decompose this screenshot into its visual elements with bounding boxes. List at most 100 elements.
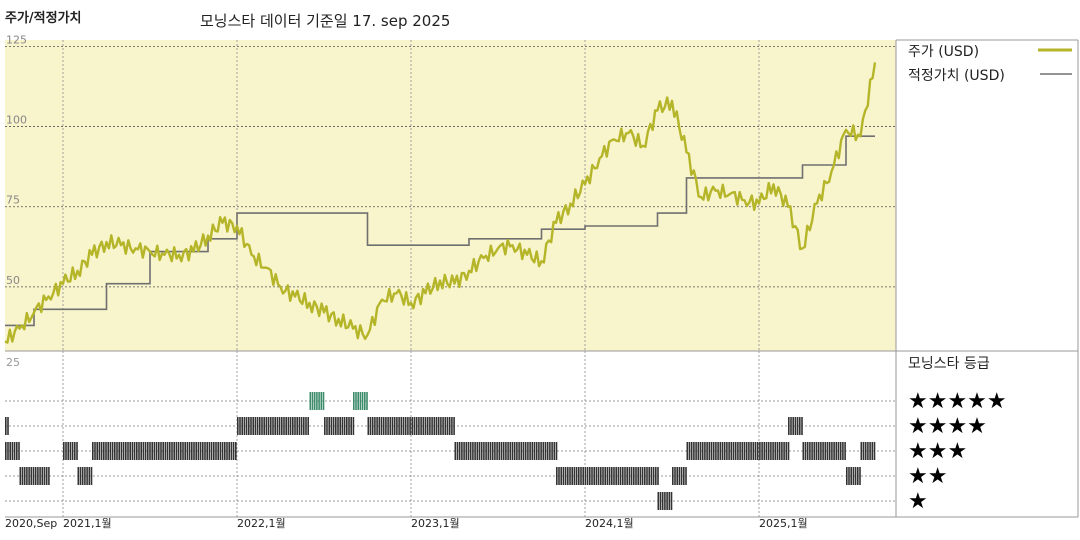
rating-tick: [230, 442, 233, 460]
rating-tick: [274, 417, 276, 435]
rating-tick: [451, 417, 453, 435]
rating-tick: [518, 442, 520, 460]
rating-tick: [254, 417, 257, 435]
rating-tick: [498, 442, 501, 460]
rating-tick: [496, 442, 498, 460]
rating-tick: [79, 467, 82, 485]
rating-tick: [500, 442, 503, 460]
rating-tick: [224, 442, 226, 460]
x-axis-labels: 2020,Sep 2021,1월 2022,1월 2023,1월 2024,1월 2025…: [5, 517, 808, 530]
rating-tick: [287, 417, 290, 435]
rating-tick: [672, 467, 674, 485]
rating-tick: [131, 442, 134, 460]
rating-tick: [783, 442, 785, 460]
rating-tick: [688, 442, 691, 460]
rating-tick: [369, 417, 372, 435]
rating-tick: [259, 417, 261, 435]
rating-tick: [619, 467, 622, 485]
rating-tick: [391, 417, 394, 435]
rating-tick: [120, 442, 123, 460]
rating-tick: [177, 442, 180, 460]
rating-tick: [589, 467, 591, 485]
rating-tick: [456, 442, 459, 460]
rating-segment: [672, 467, 687, 485]
rating-tick: [292, 417, 294, 435]
rating-tick: [670, 492, 673, 510]
rating-tick: [529, 442, 531, 460]
rating-tick: [615, 467, 617, 485]
rating-tick: [820, 442, 822, 460]
rating-segment: [686, 442, 790, 460]
rating-tick: [26, 467, 28, 485]
rating-tick: [584, 467, 587, 485]
rating-tick: [199, 442, 202, 460]
rating-tick: [774, 442, 777, 460]
rating-tick: [265, 417, 268, 435]
x-tick-label: 2020,Sep: [5, 517, 57, 530]
rating-tick: [678, 467, 681, 485]
rating-tick: [385, 417, 387, 435]
rating-tick: [509, 442, 512, 460]
rating-tick: [348, 417, 350, 435]
rating-tick: [699, 442, 702, 460]
rating-segment: [63, 442, 78, 460]
rating-tick: [750, 442, 752, 460]
rating-tick: [611, 467, 613, 485]
rating-tick: [802, 442, 805, 460]
rating-tick: [422, 417, 425, 435]
rating-tick: [366, 392, 368, 410]
rating-tick: [850, 467, 852, 485]
rating-tick: [824, 442, 827, 460]
rating-tick: [346, 417, 348, 435]
rating-tick: [717, 442, 719, 460]
rating-tick: [411, 417, 414, 435]
rating-tick: [343, 417, 346, 435]
rating-tick: [237, 417, 239, 435]
rating-segment: [802, 442, 846, 460]
rating-tick: [538, 442, 540, 460]
rating-tick: [305, 417, 307, 435]
rating-tick: [693, 442, 695, 460]
rating-tick: [704, 442, 706, 460]
rating-tick: [43, 467, 46, 485]
rating-tick: [320, 392, 323, 410]
rating-star-label: ★★★★: [908, 414, 987, 439]
rating-tick: [389, 417, 392, 435]
rating-tick: [553, 442, 556, 460]
rating-tick: [278, 417, 281, 435]
rating-tick: [407, 417, 409, 435]
rating-tick: [69, 442, 72, 460]
rating-segment: [556, 467, 659, 485]
rating-star-labels: ★★★★★★★★★★★★★★★: [908, 389, 1007, 514]
rating-tick: [854, 467, 857, 485]
rating-panel-title: 모닝스타 등급: [908, 356, 990, 372]
rating-tick: [542, 442, 545, 460]
rating-star-label: ★★: [908, 464, 947, 489]
rating-tick: [39, 467, 41, 485]
rating-tick: [32, 467, 35, 485]
rating-tick: [710, 442, 713, 460]
rating-tick: [16, 442, 18, 460]
rating-tick: [376, 417, 378, 435]
rating-tick: [661, 492, 664, 510]
rating-tick: [873, 442, 876, 460]
rating-segment: [309, 392, 325, 410]
rating-tick: [685, 467, 687, 485]
rating-tick: [617, 467, 620, 485]
rating-tick: [628, 467, 631, 485]
rating-tick: [680, 467, 683, 485]
y-tick-label: 75: [6, 194, 20, 207]
rating-tick: [197, 442, 200, 460]
rating-tick: [67, 442, 69, 460]
rating-tick: [94, 442, 96, 460]
rating-tick: [683, 467, 685, 485]
rating-tick: [155, 442, 158, 460]
rating-tick: [276, 417, 279, 435]
rating-tick: [267, 417, 270, 435]
rating-tick: [531, 442, 534, 460]
rating-tick: [206, 442, 208, 460]
rating-tick: [767, 442, 770, 460]
rating-tick: [743, 442, 746, 460]
rating-tick: [114, 442, 116, 460]
